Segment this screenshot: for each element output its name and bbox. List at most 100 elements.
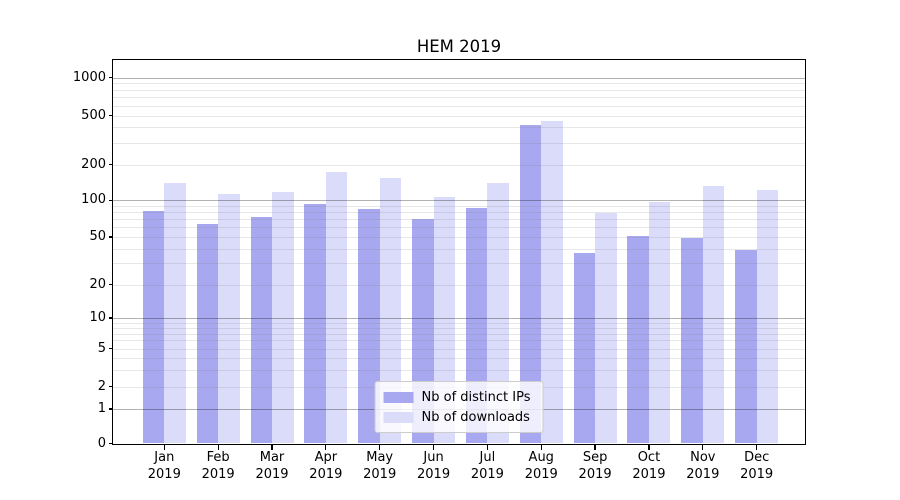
bar-downloads-sep-2019	[595, 213, 617, 444]
gridline-minor	[113, 248, 805, 250]
bar-distinct-ips-nov-2019	[681, 238, 703, 444]
gridline-minor	[113, 357, 805, 359]
bar-downloads-feb-2019	[218, 193, 240, 444]
y-tick-mark	[108, 385, 113, 388]
x-tick-label: Mar 2019	[255, 450, 289, 482]
gridline-minor	[113, 219, 805, 221]
y-tick-mark	[108, 283, 113, 286]
y-tick-label: 1	[97, 401, 106, 416]
y-tick-mark	[108, 77, 113, 79]
y-tick-label: 2	[97, 378, 106, 394]
gridline-minor	[113, 97, 805, 99]
bar-distinct-ips-mar-2019	[250, 216, 272, 444]
bar-distinct-ips-jan-2019	[142, 211, 165, 444]
legend-row-distinct-ips: Nb of distinct IPs	[383, 387, 531, 407]
legend-swatch-downloads-icon	[383, 411, 414, 423]
x-tick-label: Apr 2019	[309, 450, 343, 482]
x-tick-label: Nov 2019	[686, 450, 720, 482]
x-tick-mark	[594, 445, 596, 450]
y-tick-label: 10	[89, 310, 106, 325]
x-tick-label: Dec 2019	[740, 450, 774, 482]
x-tick-mark	[540, 445, 542, 450]
gridline-minor	[113, 83, 805, 85]
bar-distinct-ips-aug-2019	[519, 125, 542, 444]
gridline-minor	[113, 164, 805, 166]
y-tick-label: 1000	[72, 69, 106, 85]
bar-downloads-may-2019	[379, 178, 402, 444]
y-tick-mark	[108, 163, 113, 166]
x-tick-mark	[648, 445, 650, 450]
legend: Nb of distinct IPs Nb of downloads	[374, 381, 544, 433]
gridline-major	[113, 77, 805, 79]
bar-downloads-jan-2019	[164, 182, 186, 444]
y-tick-label: 100	[81, 192, 106, 208]
x-tick-label: Sep 2019	[578, 450, 612, 482]
x-tick-label: Aug 2019	[524, 450, 558, 482]
y-tick-label: 5	[97, 340, 106, 356]
legend-row-downloads: Nb of downloads	[383, 407, 531, 427]
gridline-minor	[113, 205, 805, 207]
y-tick-mark	[108, 317, 113, 319]
gridline-minor	[113, 212, 805, 214]
gridline-minor	[113, 263, 805, 265]
gridline-minor	[113, 327, 805, 329]
bar-distinct-ips-dec-2019	[735, 249, 757, 444]
gridline-minor	[113, 227, 805, 229]
gridline-minor	[113, 348, 805, 350]
bar-downloads-aug-2019	[541, 121, 563, 444]
legend-label-downloads: Nb of downloads	[421, 409, 530, 425]
x-tick-mark	[163, 445, 165, 450]
x-tick-label: Feb 2019	[201, 450, 235, 482]
gridline-minor	[113, 127, 805, 129]
gridline-minor	[113, 115, 805, 117]
x-tick-label: Oct 2019	[632, 450, 666, 482]
y-tick-mark	[108, 408, 113, 410]
x-tick-mark	[217, 445, 219, 450]
gridline-minor	[113, 333, 805, 335]
y-tick-label: 20	[89, 276, 106, 292]
bar-distinct-ips-sep-2019	[573, 252, 596, 444]
bar-distinct-ips-oct-2019	[627, 235, 649, 444]
bar-downloads-apr-2019	[325, 171, 348, 444]
chart-title: HEM 2019	[416, 37, 502, 56]
gridline-minor	[113, 340, 805, 342]
x-tick-label: May 2019	[363, 450, 397, 482]
bar-downloads-jul-2019	[487, 183, 509, 444]
gridline-minor	[113, 142, 805, 144]
bar-downloads-mar-2019	[272, 192, 294, 444]
bar-downloads-oct-2019	[648, 201, 671, 444]
gridline-minor	[113, 322, 805, 324]
bar-distinct-ips-feb-2019	[196, 223, 219, 444]
gridline-minor	[113, 369, 805, 371]
y-tick-mark	[108, 236, 113, 238]
bar-downloads-nov-2019	[702, 185, 725, 444]
bar-downloads-dec-2019	[756, 190, 779, 444]
gridline-major	[113, 200, 805, 202]
plot-area: Nb of distinct IPs Nb of downloads	[113, 60, 805, 444]
x-tick-mark	[432, 445, 435, 450]
x-tick-label: Jun 2019	[417, 450, 451, 482]
gridline-minor	[113, 284, 805, 286]
gridline-minor	[113, 237, 805, 238]
gridline-major	[113, 318, 805, 319]
x-tick-label: Jul 2019	[470, 450, 504, 482]
x-tick-mark	[271, 445, 273, 450]
y-tick-mark	[108, 199, 113, 201]
y-tick-label: 200	[81, 156, 106, 172]
y-tick-mark	[108, 347, 113, 350]
x-tick-mark	[756, 445, 758, 450]
x-tick-mark	[379, 445, 381, 450]
gridline-minor	[113, 89, 805, 91]
y-tick-mark	[108, 114, 113, 117]
legend-label-distinct-ips: Nb of distinct IPs	[421, 389, 531, 405]
x-tick-label: Jan 2019	[147, 450, 181, 482]
x-tick-mark	[486, 445, 489, 450]
x-tick-mark	[325, 445, 327, 450]
y-tick-label: 50	[89, 229, 106, 244]
bar-distinct-ips-may-2019	[358, 208, 380, 444]
legend-swatch-distinct-ips-icon	[383, 391, 414, 403]
bar-distinct-ips-apr-2019	[304, 203, 326, 444]
y-tick-mark	[108, 442, 113, 445]
gridline-minor	[113, 105, 805, 107]
y-tick-label: 500	[81, 107, 106, 123]
